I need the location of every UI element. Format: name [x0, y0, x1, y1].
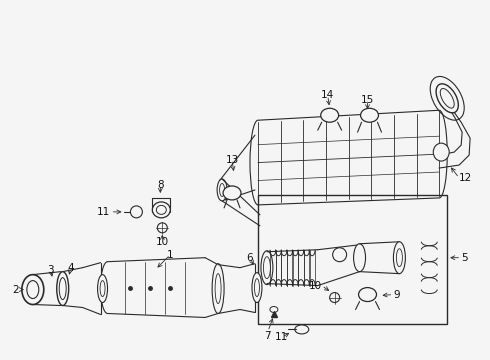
- Ellipse shape: [433, 143, 449, 161]
- Text: 12: 12: [459, 173, 472, 183]
- Ellipse shape: [333, 248, 346, 262]
- Ellipse shape: [440, 89, 454, 108]
- Text: 10: 10: [309, 280, 322, 291]
- Ellipse shape: [22, 275, 44, 305]
- Text: 5: 5: [461, 253, 468, 263]
- Ellipse shape: [252, 273, 262, 302]
- Text: 10: 10: [156, 237, 169, 247]
- Ellipse shape: [330, 293, 340, 302]
- Ellipse shape: [130, 206, 143, 218]
- Text: 1: 1: [167, 250, 173, 260]
- Ellipse shape: [223, 186, 241, 200]
- Ellipse shape: [361, 108, 378, 122]
- Text: 6: 6: [246, 253, 253, 263]
- Ellipse shape: [212, 264, 224, 314]
- Ellipse shape: [98, 275, 107, 302]
- Ellipse shape: [254, 279, 259, 297]
- Ellipse shape: [152, 202, 171, 218]
- Ellipse shape: [354, 244, 366, 272]
- Text: 4: 4: [67, 263, 74, 273]
- Text: 7: 7: [265, 332, 271, 341]
- Text: 13: 13: [225, 155, 239, 165]
- Text: 2: 2: [12, 284, 19, 294]
- Text: 15: 15: [361, 95, 374, 105]
- Ellipse shape: [261, 251, 273, 285]
- Text: 14: 14: [321, 90, 334, 100]
- Ellipse shape: [396, 249, 402, 267]
- Ellipse shape: [436, 84, 458, 113]
- Ellipse shape: [220, 184, 224, 197]
- Ellipse shape: [295, 325, 309, 334]
- Ellipse shape: [217, 179, 227, 201]
- Ellipse shape: [27, 280, 39, 298]
- Text: 11: 11: [98, 207, 111, 217]
- Bar: [258, 195, 447, 324]
- Text: 3: 3: [48, 265, 54, 275]
- Ellipse shape: [215, 274, 221, 303]
- Text: 8: 8: [157, 180, 164, 190]
- Ellipse shape: [270, 306, 278, 312]
- Ellipse shape: [156, 206, 166, 214]
- Ellipse shape: [359, 288, 376, 302]
- Ellipse shape: [157, 223, 167, 233]
- Ellipse shape: [57, 272, 69, 306]
- Text: 9: 9: [393, 289, 400, 300]
- Ellipse shape: [264, 257, 270, 279]
- Ellipse shape: [393, 242, 405, 274]
- Ellipse shape: [321, 108, 339, 122]
- Ellipse shape: [59, 278, 66, 300]
- Text: 11: 11: [275, 332, 289, 342]
- Ellipse shape: [100, 280, 105, 297]
